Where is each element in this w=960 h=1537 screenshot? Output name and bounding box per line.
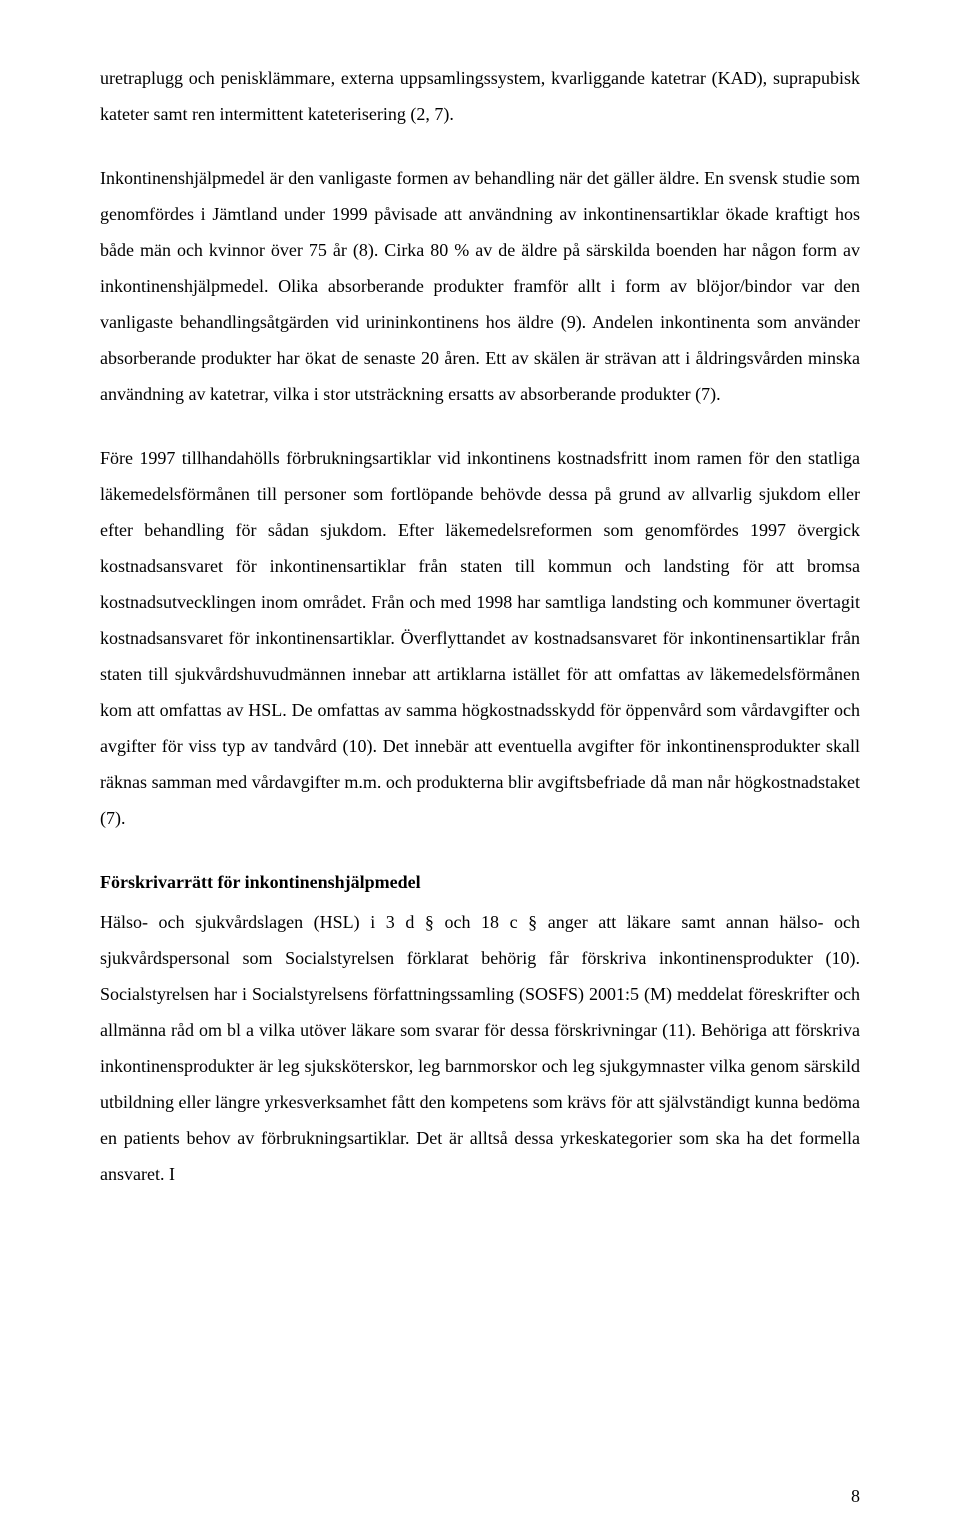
page-number: 8	[851, 1486, 860, 1507]
paragraph-1: uretraplugg och penisklämmare, externa u…	[100, 60, 860, 132]
document-page: uretraplugg och penisklämmare, externa u…	[0, 0, 960, 1537]
paragraph-2: Inkontinenshjälpmedel är den vanligaste …	[100, 160, 860, 412]
section-heading: Förskrivarrätt för inkontinenshjälpmedel	[100, 864, 860, 900]
paragraph-4: Hälso- och sjukvårdslagen (HSL) i 3 d § …	[100, 904, 860, 1192]
section-heading-block: Förskrivarrätt för inkontinenshjälpmedel	[100, 864, 860, 900]
paragraph-3: Före 1997 tillhandahölls förbrukningsart…	[100, 440, 860, 836]
